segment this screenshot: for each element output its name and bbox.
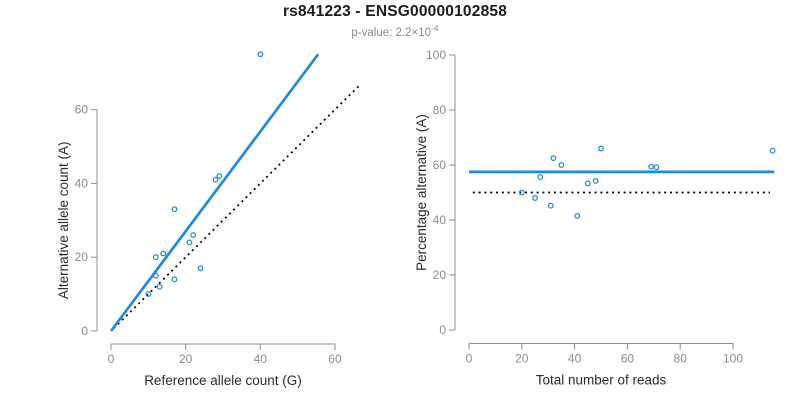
y-tick-label: 0 — [81, 324, 88, 338]
data-point — [653, 164, 660, 171]
x-tick-label: 80 — [674, 352, 688, 366]
data-point — [212, 176, 219, 183]
data-point — [547, 202, 554, 209]
y-tick-label: 100 — [426, 48, 446, 62]
x-tick-label: 20 — [515, 352, 529, 366]
x-tick-label: 40 — [254, 352, 268, 366]
x-axis-title: Total number of reads — [536, 373, 667, 388]
x-tick-label: 60 — [328, 352, 342, 366]
data-point — [537, 174, 544, 181]
y-axis-title: Percentage alternative (A) — [414, 114, 429, 271]
data-point — [592, 178, 599, 184]
right-scatter-plot: 0 20 40 60 80 100 0 20 40 60 80 100 Total number of … — [414, 48, 776, 388]
data-point — [186, 239, 193, 246]
x-tick-label: 20 — [179, 352, 193, 366]
y-tick-label: 60 — [433, 158, 447, 172]
data-point — [518, 189, 525, 196]
y-tick-label: 20 — [75, 250, 89, 264]
data-point — [171, 206, 178, 213]
y-tick-label: 60 — [75, 103, 89, 117]
data-point — [197, 265, 204, 272]
y-tick-label: 20 — [433, 268, 447, 282]
pvalue-exponent: -4 — [431, 23, 439, 33]
data-point — [156, 283, 163, 290]
data-point — [216, 173, 223, 179]
data-point — [257, 51, 264, 58]
x-tick-label: 0 — [466, 352, 473, 366]
data-point — [145, 291, 152, 298]
figure-title: rs841223 - ENSG00000102858 — [282, 3, 508, 20]
data-point — [190, 232, 197, 238]
y-tick-label: 0 — [439, 323, 446, 337]
x-axis-title: Reference allele count (G) — [144, 373, 302, 388]
data-point — [532, 195, 538, 201]
data-point — [598, 145, 604, 152]
data-point — [574, 212, 581, 219]
left-scatter-plot: 0 20 40 60 0 20 40 60 Reference allele count (G)… — [56, 51, 360, 388]
x-tick-label: 60 — [621, 352, 635, 366]
x-tick-label: 0 — [108, 352, 115, 366]
data-point — [171, 276, 178, 283]
figure-subtitle: p-value: 2.2×10-4 — [0, 23, 790, 39]
data-point — [152, 254, 159, 261]
y-tick-label: 40 — [75, 176, 89, 190]
pvalue-text: p-value: 2.2×10 — [351, 26, 432, 39]
x-tick-label: 100 — [723, 352, 743, 366]
y-tick-label: 40 — [433, 213, 447, 227]
identity-line — [110, 85, 360, 332]
data-point — [160, 250, 167, 257]
data-point — [550, 155, 557, 162]
x-tick-label: 40 — [568, 352, 582, 366]
data-point — [152, 272, 159, 279]
y-tick-label: 80 — [433, 103, 447, 117]
data-point — [584, 180, 591, 187]
data-point — [558, 162, 565, 168]
y-axis-title: Alternative allele count (A) — [56, 142, 71, 300]
data-point — [648, 163, 655, 170]
regression-line — [109, 53, 320, 332]
data-point — [769, 147, 776, 154]
